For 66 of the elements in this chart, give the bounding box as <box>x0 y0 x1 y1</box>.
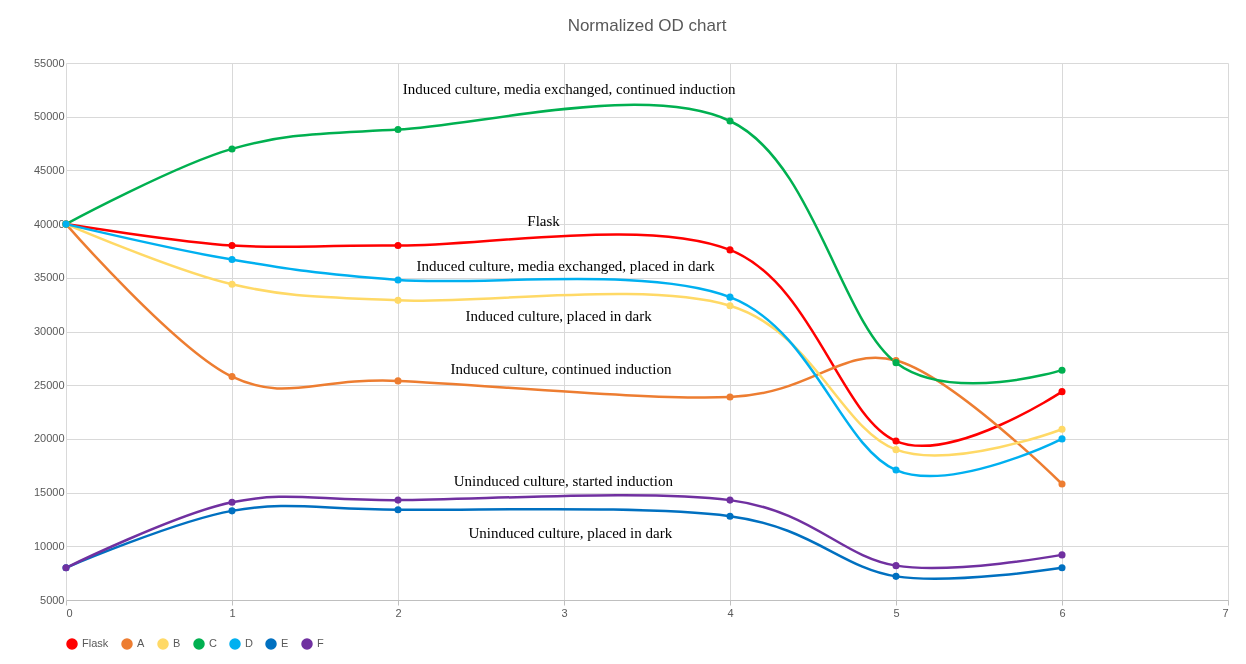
point <box>726 496 734 504</box>
point <box>892 562 900 570</box>
point <box>394 506 402 514</box>
point <box>1058 551 1066 559</box>
annotation: Induced culture, media exchanged, placed in dark <box>416 257 716 274</box>
y-tick-label: 10000 <box>33 539 65 552</box>
y-tick-label: 30000 <box>33 325 65 337</box>
point <box>726 512 734 520</box>
annotation: Uninduced culture, placed in dark <box>468 524 673 541</box>
legend-label: Flask <box>82 637 109 649</box>
point <box>394 126 402 134</box>
legend-label: C <box>209 637 217 649</box>
point <box>228 373 236 381</box>
x-tick-label: 3 <box>561 606 568 619</box>
annotation: Flask <box>527 212 561 229</box>
point <box>1058 425 1066 433</box>
point <box>726 302 734 310</box>
y-tick-label: 20000 <box>33 432 65 445</box>
annotation: Induced culture, placed in dark <box>465 307 653 324</box>
point <box>394 496 402 504</box>
y-tick-label: 35000 <box>33 271 65 284</box>
point <box>394 296 402 304</box>
point <box>892 437 900 445</box>
point <box>394 242 402 250</box>
legend-label: F <box>317 637 324 649</box>
x-tick-label: 0 <box>66 606 73 619</box>
annotation: Induced culture, media exchanged, continued induction <box>402 80 737 97</box>
point <box>726 293 734 301</box>
point <box>1058 564 1066 572</box>
point <box>892 572 900 580</box>
x-tick-label: 6 <box>1059 606 1066 619</box>
point <box>228 498 236 506</box>
y-tick-label: 45000 <box>33 163 65 176</box>
point <box>892 446 900 454</box>
point <box>892 466 900 474</box>
point <box>726 117 734 125</box>
point <box>726 246 734 254</box>
legend-label: A <box>137 637 145 649</box>
x-tick-label: 2 <box>395 606 402 619</box>
point <box>228 145 236 153</box>
y-tick-label: 5000 <box>40 593 65 606</box>
chart-title: Normalized OD chart <box>567 16 727 35</box>
x-tick-label: 1 <box>229 606 236 619</box>
y-tick-label: 55000 <box>33 56 65 69</box>
annotation: Induced culture, continued induction <box>450 360 672 377</box>
x-tick-label: 5 <box>893 606 900 619</box>
y-tick-label: 50000 <box>33 110 65 123</box>
point <box>228 280 236 288</box>
y-tick-label: 15000 <box>33 486 65 499</box>
point <box>228 256 236 264</box>
point <box>394 377 402 385</box>
point <box>228 242 236 250</box>
point <box>1058 388 1066 396</box>
point <box>1058 480 1066 488</box>
point <box>228 507 236 515</box>
point <box>726 393 734 401</box>
x-tick-label: 4 <box>727 606 734 619</box>
point <box>1058 435 1066 443</box>
point <box>1058 366 1066 374</box>
y-tick-label: 25000 <box>33 378 65 391</box>
legend-label: E <box>281 637 289 649</box>
point <box>394 276 402 284</box>
legend-label: B <box>173 637 181 649</box>
annotation: Uninduced culture, started induction <box>453 472 674 489</box>
x-tick-label: 7 <box>1222 606 1229 619</box>
legend-label: D <box>245 637 253 649</box>
